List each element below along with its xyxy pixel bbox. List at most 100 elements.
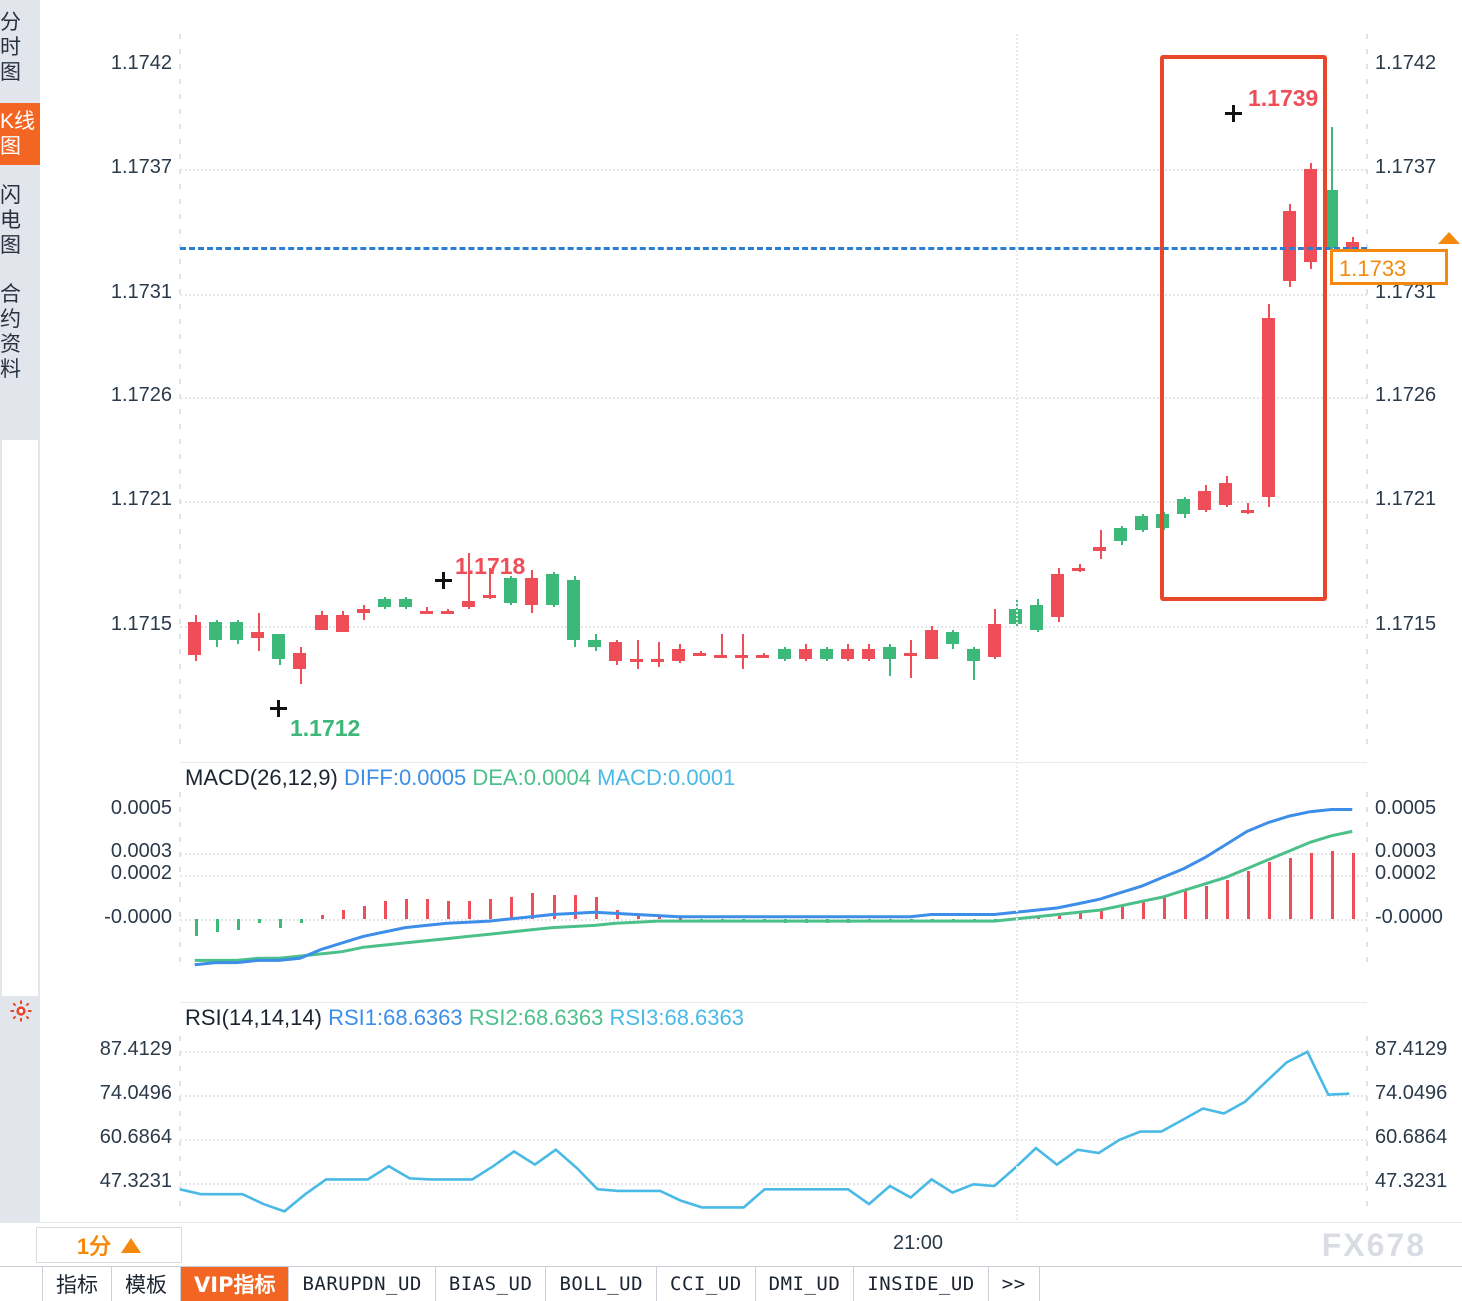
macd-histogram-bar [574, 894, 577, 919]
axis-tick-mark [1366, 604, 1368, 609]
rsi-panel[interactable]: RSI(14,14,14) RSI1:68.6363 RSI2:68.6363 … [40, 1002, 1462, 1222]
price-axis-tick: 1.1731 [1375, 281, 1437, 303]
toolbar-item-bias-ud[interactable]: BIAS_UD [436, 1267, 547, 1301]
toolbar-item-more[interactable]: >> [989, 1267, 1040, 1301]
price-panel[interactable]: 1.1742 1.1737 1.1731 1.1726 1.1721 1.1715 1.1… [40, 0, 1462, 762]
axis-tick-mark [1366, 694, 1368, 699]
axis-tick-mark [1366, 469, 1368, 474]
toolbar-item-vip-indicators[interactable]: VIP指标 [181, 1267, 290, 1301]
axis-tick-mark [179, 604, 181, 609]
macd-histogram-bar [510, 897, 513, 919]
candle-wick [489, 567, 491, 599]
period-selector-label: 1分 [76, 1234, 112, 1259]
toolbar-item-dmi-ud[interactable]: DMI_UD [756, 1267, 855, 1301]
toolbar-item-indicators[interactable]: 指标 [43, 1267, 112, 1301]
macd-histogram-bar [1247, 870, 1250, 919]
sidebar-item-lightning-chart[interactable]: 闪电图 [0, 177, 40, 264]
left-sidebar: 分时图 K线图 闪电图 合约资料 [0, 0, 41, 1222]
macd-histogram-bar [279, 918, 282, 928]
macd-histogram-bar [195, 918, 198, 937]
price-axis-tick: 1.1721 [1375, 488, 1437, 510]
axis-tick-mark [179, 334, 181, 339]
gridline [180, 501, 1367, 503]
macd-histogram-bar [1184, 890, 1187, 919]
candle-body [820, 648, 833, 659]
axis-tick-mark [179, 139, 181, 144]
candle-body [1009, 609, 1022, 624]
current-price-tag[interactable]: 1.1733 [1330, 249, 1448, 285]
sidebar-item-k-line-chart[interactable]: K线图 [0, 103, 40, 165]
macd-panel[interactable]: MACD(26,12,9) DIFF:0.0005 DEA:0.0004 MAC… [40, 762, 1462, 1002]
toolbar-end-spacer [1040, 1267, 1462, 1301]
candle-body [1219, 482, 1232, 506]
macd-histogram-bar [1205, 886, 1208, 919]
candle-wick [447, 609, 449, 614]
toolbar-item-label: BIAS_UD [448, 1273, 533, 1295]
axis-tick-mark [1366, 109, 1368, 114]
axis-tick-mark [1366, 679, 1368, 684]
axis-tick-mark [1366, 957, 1368, 962]
candle-body [420, 611, 433, 615]
candle-body [441, 611, 454, 615]
period-selector[interactable]: 1分 [36, 1227, 182, 1263]
axis-tick-mark [179, 499, 181, 504]
axis-tick-mark [179, 229, 181, 234]
rsi-title: RSI(14,14,14) [185, 1005, 322, 1030]
sidebar-divider [0, 264, 40, 276]
time-axis-label: 21:00 [893, 1232, 944, 1254]
axis-tick-mark [179, 214, 181, 219]
axis-tick-mark [179, 852, 181, 857]
axis-tick-mark [1366, 409, 1368, 414]
candle-wick [426, 607, 428, 614]
gridline [180, 1139, 1367, 1141]
axis-tick-mark [179, 319, 181, 324]
macd-axis-tick: 0.0005 [110, 797, 172, 819]
macd-histogram-bar [1142, 901, 1145, 919]
toolbar-item-boll-ud[interactable]: BOLL_UD [546, 1267, 658, 1301]
toolbar-item-inside-ud[interactable]: INSIDE_UD [854, 1267, 989, 1301]
axis-tick-mark [1366, 319, 1368, 324]
candle-body [1072, 567, 1085, 571]
toolbar-item-cci-ud[interactable]: CCI_UD [657, 1267, 756, 1301]
macd-histogram-bar [363, 905, 366, 919]
axis-tick-mark [1366, 852, 1368, 857]
time-gridline [1016, 34, 1018, 1220]
candle-wick [763, 652, 765, 657]
axis-tick-mark [1366, 229, 1368, 234]
gridline [180, 1183, 1367, 1185]
gridline [180, 853, 1367, 855]
axis-tick-mark [179, 837, 181, 842]
low-price-marker: 1.1712 [290, 715, 361, 741]
toolbar-item-label: BOLL_UD [559, 1273, 644, 1295]
macd-histogram-bar [1352, 853, 1355, 919]
sidebar-item-minute-chart[interactable]: 分时图 [0, 0, 40, 91]
axis-tick-mark [1366, 79, 1368, 84]
candle-wick [1100, 530, 1102, 560]
sidebar-item-contract-info[interactable]: 合约资料 [0, 276, 40, 388]
axis-tick-mark [179, 394, 181, 399]
axis-tick-mark [179, 199, 181, 204]
candle-body [609, 642, 622, 662]
toolbar-item-barupdn-ud[interactable]: BARUPDN_UD [289, 1267, 436, 1301]
axis-tick-mark [1366, 49, 1368, 54]
axis-tick-mark [1366, 1171, 1368, 1176]
macd-histogram-bar [489, 899, 492, 919]
candle-body [1283, 210, 1296, 282]
toolbar-item-templates[interactable]: 模板 [112, 1267, 181, 1301]
price-axis-tick: 1.1726 [110, 384, 172, 406]
macd-histogram-bar [1100, 910, 1103, 919]
sun-settings-icon[interactable] [10, 1000, 32, 1022]
candle-wick [1331, 127, 1333, 253]
axis-tick-mark [179, 274, 181, 279]
rsi-panel-divider [180, 1002, 1367, 1003]
axis-tick-mark [179, 424, 181, 429]
candle-body [1135, 515, 1148, 531]
axis-tick-mark [1366, 124, 1368, 129]
axis-tick-mark [1366, 364, 1368, 369]
candle-body [630, 659, 643, 663]
candle-wick [742, 634, 744, 670]
chart-surface: 欧元美元【1分】 ⊕ ⬆ VR(26,70,250) [40, 0, 1462, 1222]
axis-tick-mark [179, 1066, 181, 1071]
rsi-line [179, 1050, 1350, 1213]
period-selector-arrow-icon [121, 1237, 142, 1253]
